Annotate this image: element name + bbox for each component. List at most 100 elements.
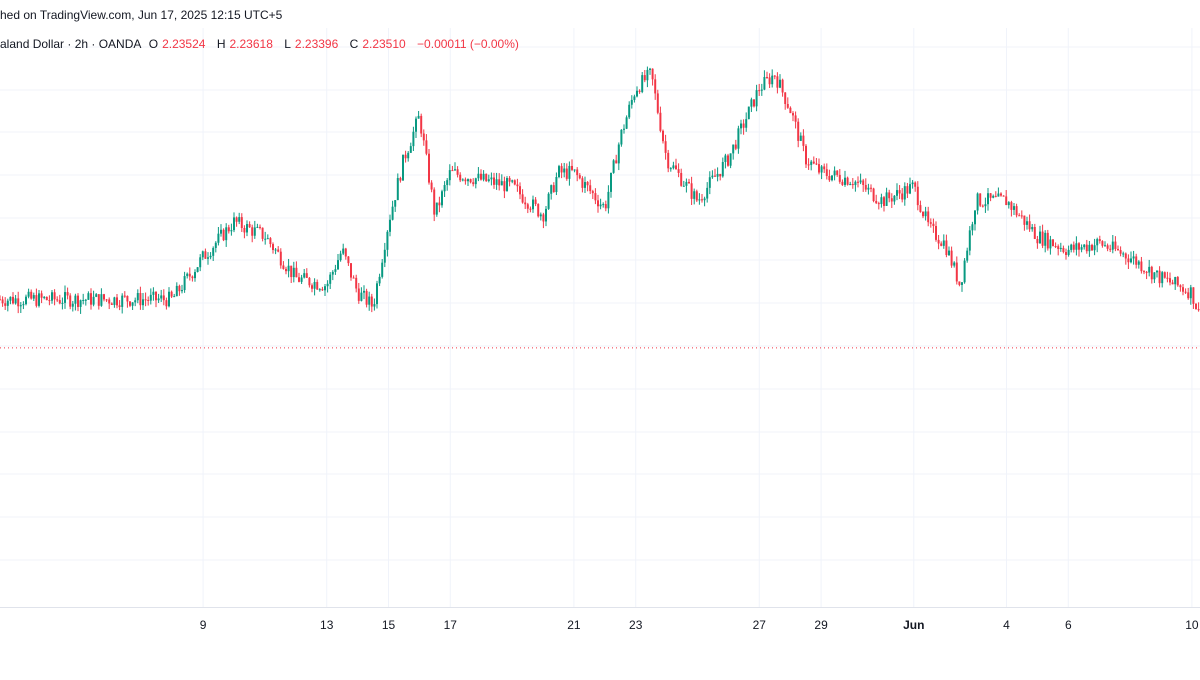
candle-body [313,281,316,289]
candle-body [818,164,820,173]
candle-body [201,251,204,258]
candle-body [688,181,690,184]
candle-body [1,299,4,304]
candle-body [461,179,464,181]
candle-body [799,135,802,141]
candle-body [862,180,865,185]
candle-body [646,69,649,81]
candle-body [698,199,701,201]
candle-body [1028,221,1031,230]
candle-body [168,291,170,307]
candle-body [334,269,337,272]
candle-body [220,229,222,234]
candle-body [9,296,12,301]
candle-body [911,182,914,185]
candle-body [233,217,235,231]
candle-body [365,290,368,305]
candle-body [103,294,105,300]
candle-body [1002,195,1005,197]
ohlc-high: H 2.23618 [216,37,273,51]
candle-body [383,249,386,263]
candle-body [446,180,449,186]
candle-body [573,169,576,171]
symbol-legend[interactable]: aland Dollar · 2h · OANDA O 2.23524 H 2.23… [0,37,523,51]
candle-body [950,250,953,266]
candle-body [1145,271,1148,273]
candle-body [576,169,579,176]
candle-body [253,227,256,236]
candle-body [407,152,410,159]
candle-body [617,144,620,164]
candle-body [178,285,181,292]
candle-body [368,296,371,305]
candle-body [896,190,898,196]
candle-body [971,224,974,231]
candle-body [272,244,274,250]
candle-body [69,295,72,307]
candle-body [979,193,982,206]
candle-body [779,79,781,88]
candle-body [1005,196,1008,206]
candle-body [825,169,828,176]
candle-body [755,90,758,107]
candle-body [409,146,412,153]
candle-body [703,198,706,201]
candle-body [355,277,358,289]
candle-body [123,295,126,297]
candle-body [113,297,116,305]
candle-body [992,195,995,198]
candle-body [870,187,872,189]
candle-body [747,106,750,120]
candle-body [888,192,891,199]
time-axis: 913151721232729Jun4610121418202426Jul [0,607,1200,632]
candle-body [469,179,472,183]
candle-body [1135,256,1138,265]
candle-body [235,217,238,222]
candle-body [1195,303,1197,310]
candle-body [994,195,997,197]
candle-body [828,175,831,181]
candle-body [209,255,212,258]
candle-body [976,193,979,211]
candle-body [305,273,308,278]
candle-body [1106,245,1109,249]
candle-body [451,170,454,172]
candle-body [381,262,384,277]
candle-body [542,214,545,222]
candle-body [690,183,693,199]
candle-body [1117,249,1119,251]
candle-body [659,112,662,131]
candle-body [524,202,527,205]
candle-body [633,96,636,100]
candle-body [136,293,139,301]
candle-body [295,267,298,278]
candle-body [131,302,134,306]
candle-body [142,299,144,306]
candle-body [43,296,46,298]
candle-body [1031,227,1034,230]
candle-body [347,256,350,264]
candle-body [1143,271,1145,273]
candle-body [90,293,92,305]
candle-body [196,267,199,273]
candle-body [48,300,51,302]
candle-body [610,172,612,192]
candle-body [1007,202,1010,206]
candle-body [456,169,459,175]
symbol-name[interactable]: aland Dollar · 2h · OANDA [0,37,142,51]
candle-body [186,273,189,277]
candle-body [1033,227,1036,239]
close-value: 2.23510 [362,37,406,51]
candle-body [1062,247,1065,253]
candle-body [864,184,867,190]
candle-body [841,181,844,185]
candle-body [922,211,924,217]
candle-body [173,296,176,298]
candle-body [1197,309,1200,311]
candle-body [357,288,360,301]
candle-body [693,191,696,199]
candle-body [1098,239,1101,242]
candle-body [415,118,417,132]
